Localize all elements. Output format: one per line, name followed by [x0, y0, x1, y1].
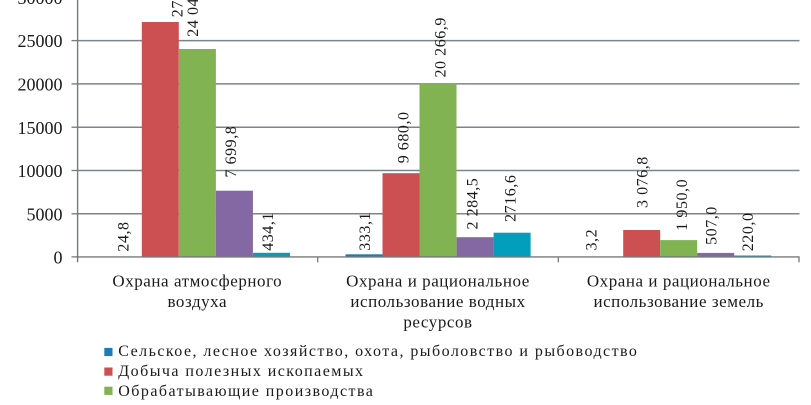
svg-text:220,0: 220,0: [740, 213, 757, 252]
svg-text:27 136,0: 27 136,0: [169, 0, 186, 17]
svg-text:20000: 20000: [18, 75, 63, 95]
svg-text:Охрана атмосферного: Охрана атмосферного: [112, 272, 282, 291]
svg-text:Охрана и рациональное: Охрана и рациональное: [587, 272, 771, 291]
svg-text:10000: 10000: [18, 161, 63, 181]
svg-text:507,0: 507,0: [704, 206, 721, 245]
svg-text:Сельское, лесное хозяйство, ох: Сельское, лесное хозяйство, охота, рыбол…: [118, 343, 638, 360]
svg-text:1 950,0: 1 950,0: [674, 179, 691, 231]
svg-text:24,8: 24,8: [116, 221, 133, 251]
svg-text:20 266,9: 20 266,9: [432, 17, 449, 77]
svg-text:5000: 5000: [27, 204, 63, 224]
svg-text:0: 0: [54, 248, 63, 268]
svg-text:3 076,8: 3 076,8: [635, 156, 652, 208]
svg-text:2716,6: 2716,6: [503, 175, 520, 222]
svg-text:24 041,6: 24 041,6: [185, 0, 202, 37]
svg-text:ресурсов: ресурсов: [403, 312, 472, 331]
svg-text:15000: 15000: [18, 118, 63, 138]
svg-text:434,1: 434,1: [260, 212, 277, 251]
svg-text:25000: 25000: [18, 31, 63, 51]
svg-text:использование водных: использование водных: [350, 292, 525, 311]
svg-text:Охрана и рациональное: Охрана и рациональное: [346, 272, 530, 291]
svg-text:30000: 30000: [18, 0, 63, 8]
svg-text:использование земель: использование земель: [593, 292, 764, 311]
svg-text:2 284,5: 2 284,5: [465, 178, 482, 230]
svg-text:7 699,8: 7 699,8: [223, 126, 240, 178]
svg-text:Обрабатывающие производства: Обрабатывающие производства: [118, 383, 374, 400]
svg-text:3,2: 3,2: [584, 229, 601, 251]
svg-text:9 680,0: 9 680,0: [396, 111, 413, 163]
svg-text:воздуха: воздуха: [167, 292, 227, 311]
svg-text:333,1: 333,1: [357, 212, 374, 251]
svg-text:Добыча полезных ископаемых: Добыча полезных ископаемых: [118, 363, 364, 380]
